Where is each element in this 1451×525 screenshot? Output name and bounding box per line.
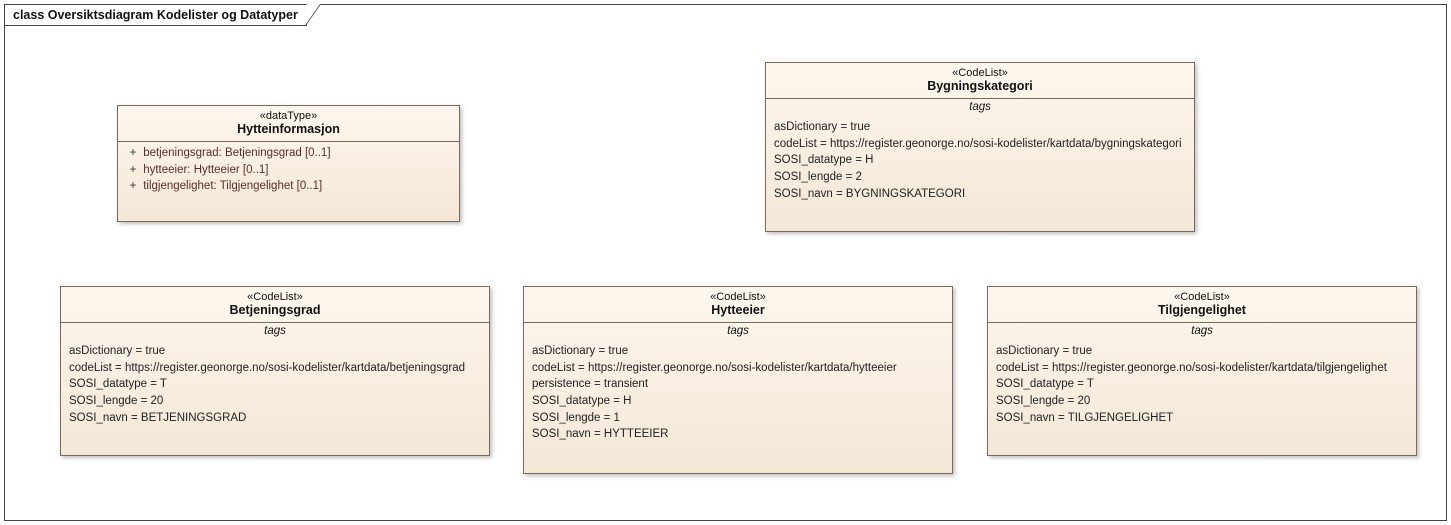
tag-row: SOSI_lengde = 20 (69, 393, 481, 410)
class-bygningskategori: «CodeList» Bygningskategori tags asDicti… (765, 62, 1195, 232)
attribute-text: tilgjengelighet: Tilgjengelighet [0..1] (140, 180, 322, 192)
tag-row: persistence = transient (532, 376, 944, 393)
tag-row: SOSI_datatype = T (69, 376, 481, 393)
tag-row: SOSI_navn = BETJENINGSGRAD (69, 410, 481, 427)
class-tilgjengelighet: «CodeList» Tilgjengelighet tags asDictio… (987, 286, 1417, 456)
class-name: Betjeningsgrad (67, 303, 483, 317)
section-title: tags (988, 323, 1416, 340)
class-header: «dataType» Hytteinformasjon (118, 106, 459, 142)
class-name: Hytteinformasjon (124, 122, 453, 136)
class-hytteinformasjon: «dataType» Hytteinformasjon + betjenings… (117, 105, 460, 222)
stereotype: «dataType» (124, 110, 453, 122)
section-title: tags (524, 323, 952, 340)
attributes: + betjeningsgrad: Betjeningsgrad [0..1]+… (118, 142, 459, 201)
tags: asDictionary = truecodeList = https://re… (524, 340, 952, 449)
tag-row: SOSI_navn = BYGNINGSKATEGORI (774, 186, 1186, 203)
stereotype: «CodeList» (772, 67, 1188, 79)
visibility: + (126, 145, 140, 162)
section-title: tags (766, 99, 1194, 116)
class-header: «CodeList» Bygningskategori (766, 63, 1194, 99)
visibility: + (126, 162, 140, 179)
visibility: + (126, 178, 140, 195)
frame-title: class Oversiktsdiagram Kodelister og Dat… (13, 8, 298, 22)
frame-title-tab: class Oversiktsdiagram Kodelister og Dat… (4, 4, 307, 26)
class-name: Hytteeier (530, 303, 946, 317)
tags: asDictionary = truecodeList = https://re… (766, 116, 1194, 208)
class-header: «CodeList» Betjeningsgrad (61, 287, 489, 323)
tag-row: asDictionary = true (532, 343, 944, 360)
class-header: «CodeList» Tilgjengelighet (988, 287, 1416, 323)
attribute-row: + hytteeier: Hytteeier [0..1] (126, 162, 451, 179)
tag-row: asDictionary = true (69, 343, 481, 360)
attribute-text: betjeningsgrad: Betjeningsgrad [0..1] (140, 147, 331, 159)
stereotype: «CodeList» (994, 291, 1410, 303)
attribute-row: + tilgjengelighet: Tilgjengelighet [0..1… (126, 178, 451, 195)
class-betjeningsgrad: «CodeList» Betjeningsgrad tags asDiction… (60, 286, 490, 456)
class-hytteeier: «CodeList» Hytteeier tags asDictionary =… (523, 286, 953, 474)
tag-row: SOSI_datatype = T (996, 376, 1408, 393)
class-name: Tilgjengelighet (994, 303, 1410, 317)
tag-row: asDictionary = true (774, 119, 1186, 136)
diagram-frame: class Oversiktsdiagram Kodelister og Dat… (4, 4, 1447, 521)
tag-row: asDictionary = true (996, 343, 1408, 360)
tag-row: SOSI_datatype = H (774, 152, 1186, 169)
section-title: tags (61, 323, 489, 340)
attribute-row: + betjeningsgrad: Betjeningsgrad [0..1] (126, 145, 451, 162)
tag-row: codeList = https://register.geonorge.no/… (69, 360, 481, 377)
tag-row: SOSI_lengde = 1 (532, 410, 944, 427)
stereotype: «CodeList» (67, 291, 483, 303)
tags: asDictionary = truecodeList = https://re… (61, 340, 489, 432)
tag-row: codeList = https://register.geonorge.no/… (774, 136, 1186, 153)
stereotype: «CodeList» (530, 291, 946, 303)
tag-row: SOSI_lengde = 2 (774, 169, 1186, 186)
tag-row: SOSI_navn = TILGJENGELIGHET (996, 410, 1408, 427)
class-header: «CodeList» Hytteeier (524, 287, 952, 323)
tag-row: SOSI_navn = HYTTEEIER (532, 426, 944, 443)
tag-row: codeList = https://register.geonorge.no/… (532, 360, 944, 377)
tags: asDictionary = truecodeList = https://re… (988, 340, 1416, 432)
tag-row: SOSI_datatype = H (532, 393, 944, 410)
attribute-text: hytteeier: Hytteeier [0..1] (140, 164, 268, 176)
tag-row: codeList = https://register.geonorge.no/… (996, 360, 1408, 377)
class-name: Bygningskategori (772, 79, 1188, 93)
tag-row: SOSI_lengde = 20 (996, 393, 1408, 410)
